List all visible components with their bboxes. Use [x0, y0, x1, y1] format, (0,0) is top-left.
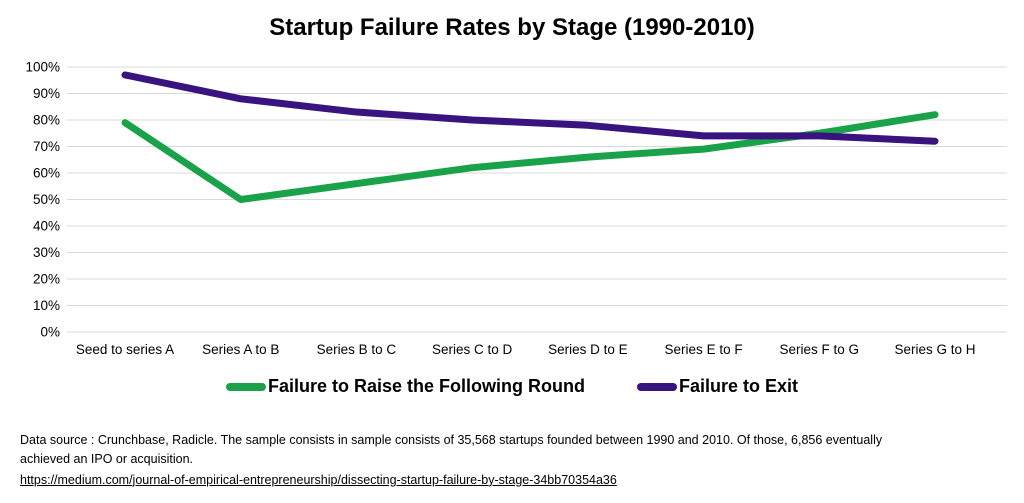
x-tick-label: Series A to B — [202, 342, 279, 357]
legend-item-0: Failure to Raise the Following Round — [225, 376, 585, 397]
legend-item-1: Failure to Exit — [636, 376, 799, 397]
series-line-1 — [121, 71, 939, 145]
x-tick-label: Series B to C — [317, 342, 397, 357]
line-chart: 0% 10% 20% 30% 40% 50% 60% 70% 80% 90% 100% Seed to… — [25, 60, 1007, 357]
y-tick-label: 0% — [40, 325, 60, 340]
y-tick-label: 100% — [25, 60, 60, 75]
data-source-note: Data source : Crunchbase, Radicle. The s… — [20, 433, 883, 467]
footer: Data source : Crunchbase, Radicle. The s… — [20, 431, 980, 490]
y-tick-label: 80% — [33, 113, 60, 128]
y-tick-label: 60% — [33, 166, 60, 181]
legend-label: Failure to Raise the Following Round — [267, 376, 585, 396]
legend-swatch-icon — [636, 382, 677, 391]
legend-label: Failure to Exit — [678, 376, 799, 396]
y-tick-label: 20% — [33, 272, 60, 287]
y-tick-label: 90% — [33, 86, 60, 101]
chart-title: Startup Failure Rates by Stage (1990-201… — [269, 14, 755, 41]
legend-swatch-icon — [225, 382, 266, 391]
x-tick-label: Series F to G — [780, 342, 860, 357]
y-tick-label: 50% — [33, 192, 60, 207]
y-tick-label: 30% — [33, 245, 60, 260]
x-tick-label: Series C to D — [432, 342, 513, 357]
y-tick-label: 70% — [33, 139, 60, 154]
chart-legend: Failure to Raise the Following Round Fail… — [0, 376, 1024, 397]
x-tick-label: Series G to H — [894, 342, 975, 357]
y-tick-label: 10% — [33, 298, 60, 313]
series-line-0 — [121, 111, 939, 203]
x-tick-label: Series D to E — [548, 342, 628, 357]
source-link[interactable]: https://medium.com/journal-of-empirical-… — [20, 472, 617, 487]
x-tick-label: Seed to series A — [76, 342, 174, 357]
y-tick-label: 40% — [33, 219, 60, 234]
x-tick-label: Series E to F — [665, 342, 743, 357]
